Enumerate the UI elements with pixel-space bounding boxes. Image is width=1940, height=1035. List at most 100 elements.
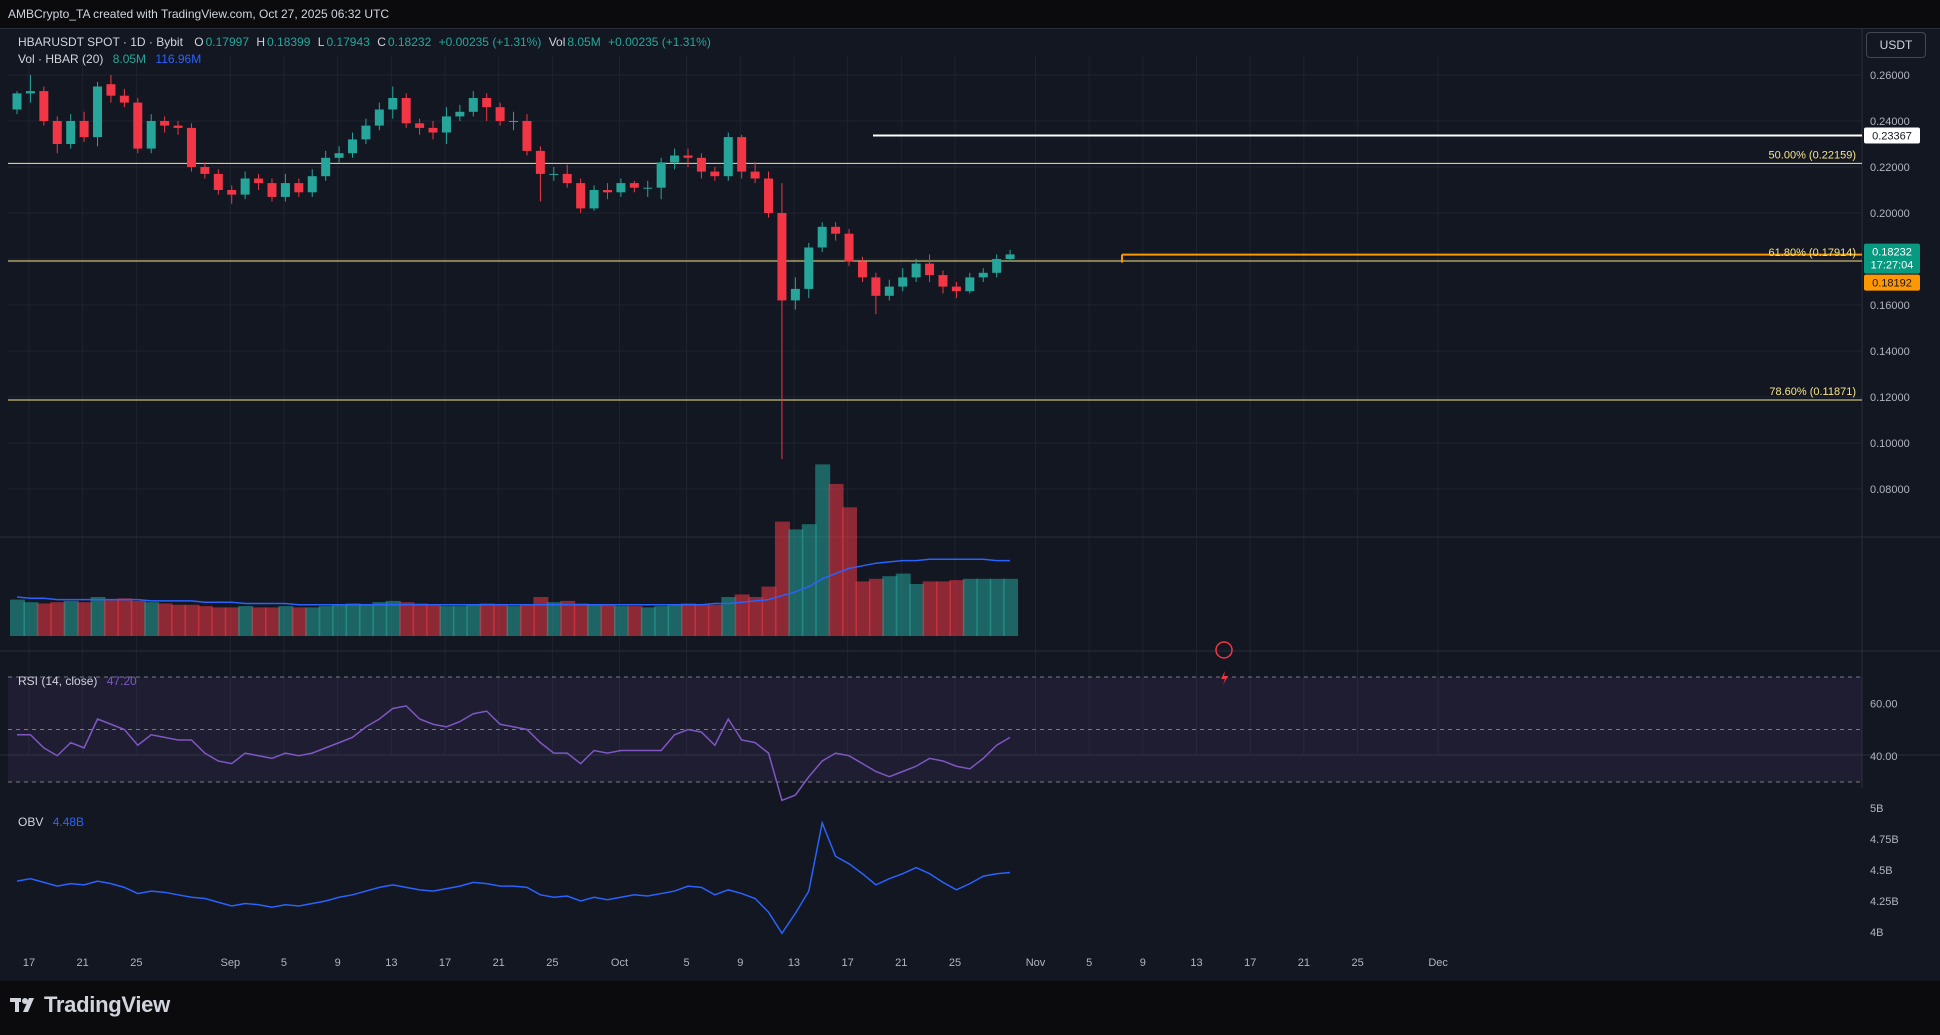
candle-body [25,91,35,94]
volume-bar [533,597,549,636]
volume-bar [868,578,884,636]
volume-bar [238,606,254,636]
alert-icon[interactable] [1215,641,1233,659]
candle-body [509,121,519,122]
volume-change: +0.00235 (+1.31%) [608,35,711,49]
volume-bar [774,521,790,636]
time-axis-label: 25 [949,957,961,969]
candle-body [186,127,196,167]
price-tick-label: 0.24000 [1870,116,1910,128]
candle-body [52,121,62,144]
price-tick-label: 0.12000 [1870,392,1910,404]
currency-button[interactable]: USDT [1866,32,1926,58]
volume-bar [949,580,965,636]
candle-body [441,116,451,133]
volume-bar [157,603,173,636]
volume-bar [721,597,737,636]
chart-canvas[interactable]: 50.00% (0.22159) 61.80% (0.17914) 78.60% (… [0,28,1940,980]
candle-body [106,84,116,96]
volume-value: 8.05M [567,35,601,49]
volume-bar [439,606,455,636]
volume-bar [264,607,280,636]
badge-countdown-text: 17:27:04 [1871,260,1914,272]
badge-orange-level [1864,274,1920,291]
volume-bar [506,606,522,636]
candle-body [348,139,357,154]
volume-bar [600,604,616,636]
candle-body [656,162,666,188]
candle-body [576,183,586,209]
chart-frame[interactable] [0,28,1940,982]
candle-body [817,226,827,248]
volume-bar [103,599,119,636]
candle-body [898,277,908,287]
time-axis-label: 21 [77,957,89,969]
obv-value: 4.48B [52,815,85,829]
volume-bar [224,607,240,636]
volume-bar [77,602,93,636]
volume-bar [36,603,52,636]
rsi-legend: RSI (14, close) 47.20 [18,674,139,688]
candle-body [495,107,505,121]
candle-body [764,178,774,213]
candle-body [267,183,277,197]
candle-body [280,183,290,197]
candle-body [871,277,881,296]
candle-body [173,125,183,128]
high-value: 0.18399 [267,35,311,49]
price-tick-label: 0.08000 [1870,484,1910,496]
candle-body [777,213,787,301]
volume-bar [707,604,723,636]
low-value: 0.17943 [326,35,370,49]
candle-body [911,263,921,278]
candle-body [683,155,693,158]
close-label: C [377,35,386,49]
volume-bar [144,602,160,636]
candle-body [468,98,478,112]
symbol-label[interactable]: HBARUSDT SPOT · 1D · Bybit [18,35,183,49]
volume-bar [318,606,334,636]
obv-tick-label: 4B [1870,927,1883,939]
volume-bar [962,578,978,636]
volume-bar [681,603,696,636]
fib-label-786: 78.60% (0.11871) [1769,386,1856,398]
volume-ma-value: 116.96M [155,52,202,66]
volume-bar [573,603,589,636]
volume-bar [251,607,267,636]
obv-tick-label: 5B [1870,803,1883,815]
volume-legend: Vol · HBAR (20) 8.05M 116.96M [18,52,203,66]
price-tick-label: 0.10000 [1870,438,1910,450]
price-tick-label: 0.20000 [1870,208,1910,220]
volume-bar [385,600,401,636]
volume-bar [479,603,495,636]
candle-body [535,150,545,174]
volume-bar [748,597,764,636]
obv-title[interactable]: OBV [18,815,44,829]
candle-body [696,157,706,172]
volume-bar [171,604,187,636]
time-axis-label: 9 [335,957,341,969]
alert-icon-bolt [1221,671,1228,685]
ohlc-legend: HBARUSDT SPOT · 1D · Bybit O 0.17997 H 0.1… [18,35,713,49]
open-value: 0.17997 [205,35,250,49]
time-axis-label: 5 [1086,957,1092,969]
time-axis-label: 5 [684,957,690,969]
candle-body [925,263,935,276]
volume-bar [654,606,670,636]
obv-line [16,820,1011,935]
rsi-title[interactable]: RSI (14, close) [18,674,98,688]
candle-body [321,157,331,177]
candle-body [629,183,639,188]
time-axis-label: 17 [1244,957,1256,969]
badge-top-level-text: 0.23367 [1872,131,1912,143]
volume-bar [278,606,294,636]
candle-body [133,102,143,149]
tradingview-logo[interactable]: TradingView [10,992,170,1018]
candle-body [992,259,1002,273]
time-axis-label: 17 [439,957,451,969]
volume-bar [211,607,227,636]
price-tick-label: 0.16000 [1870,300,1910,312]
volume-indicator-title[interactable]: Vol · HBAR (20) [18,52,104,66]
candle-body [361,125,371,140]
time-axis-label: Sep [221,957,241,969]
